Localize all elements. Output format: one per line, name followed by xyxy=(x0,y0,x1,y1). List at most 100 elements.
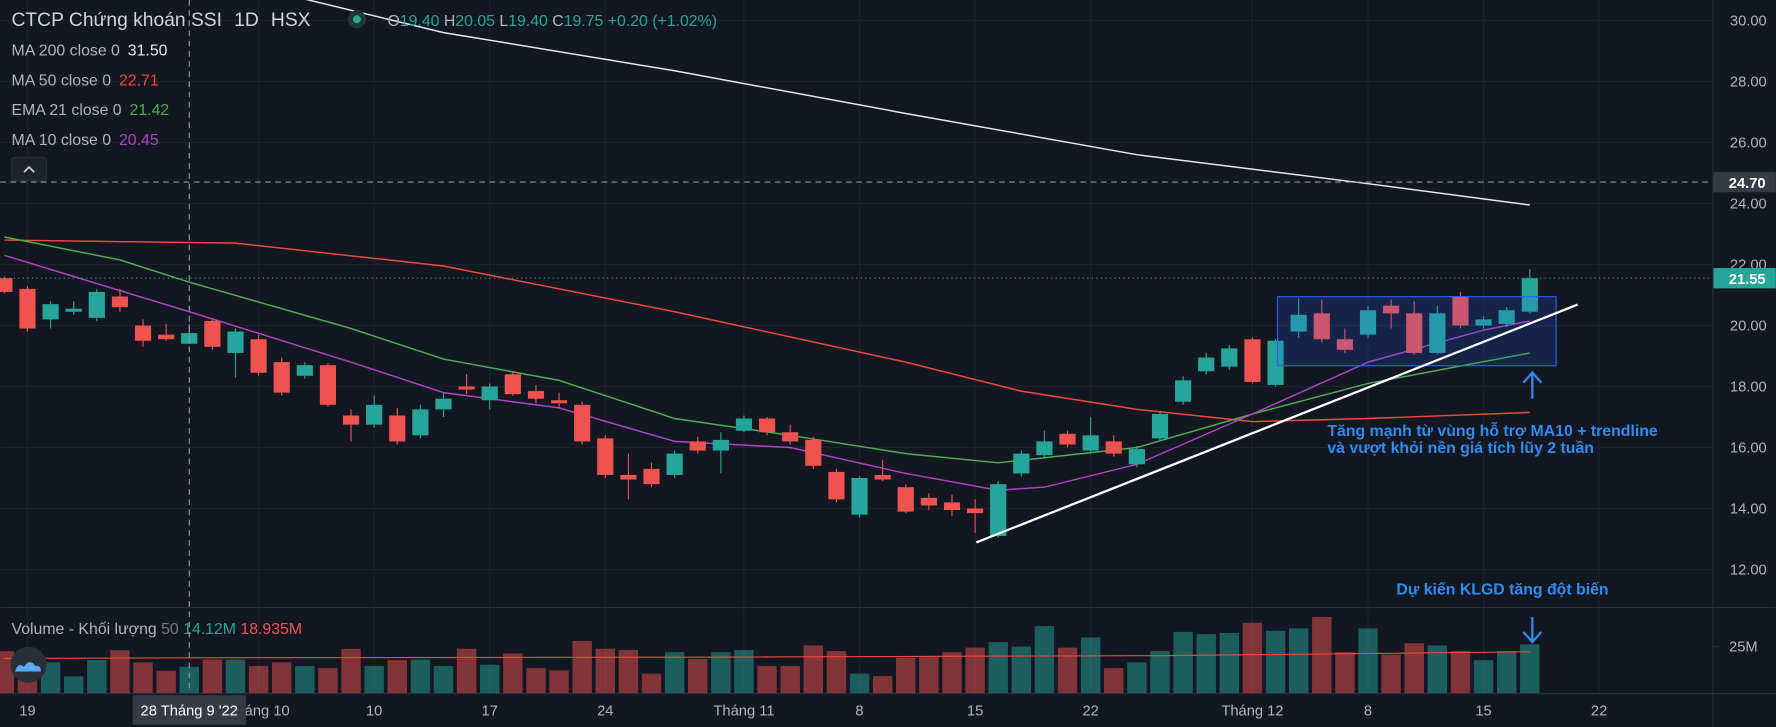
indicator-legend-item: MA 200 close 0 31.50 xyxy=(12,42,168,59)
consolidation-box xyxy=(1276,296,1557,367)
volume-bar xyxy=(110,650,130,694)
volume-bar xyxy=(63,676,84,694)
candle-body xyxy=(782,432,799,442)
volume-bar xyxy=(734,649,754,694)
volume-title: Volume - Khối lượng xyxy=(12,621,157,638)
candle-body xyxy=(1221,348,1238,367)
volume-bar xyxy=(1473,660,1494,694)
volume-bar xyxy=(595,648,615,694)
candle-body xyxy=(943,502,961,511)
volume-bar xyxy=(965,647,985,694)
volume-bar xyxy=(618,649,639,694)
volume-bar xyxy=(1288,628,1309,694)
candle-body xyxy=(1383,305,1400,314)
indicator-legend: MA 200 close 0 31.50 MA 50 close 0 22.71 EMA… xyxy=(12,42,170,148)
volume-bar xyxy=(179,666,199,694)
candle-body xyxy=(1290,314,1307,332)
volume-tick-label: 25M xyxy=(1729,640,1758,656)
volume-bar xyxy=(1080,637,1101,694)
volume-bar xyxy=(364,665,384,694)
ohlc-value: 19.40 xyxy=(508,13,548,30)
candle-body xyxy=(1198,357,1215,372)
volume-ma-line xyxy=(4,651,1530,660)
candle-body xyxy=(1313,313,1330,340)
indicator-line xyxy=(4,239,1530,423)
candle-body xyxy=(1406,313,1423,353)
last-price-tag xyxy=(1713,268,1776,289)
candle-body xyxy=(1359,310,1377,335)
volume-bar xyxy=(318,668,338,694)
collapse-button[interactable] xyxy=(10,156,48,182)
volume-bar xyxy=(688,659,708,694)
crosshair-date-tag xyxy=(132,695,246,725)
volume-bar xyxy=(341,648,361,694)
volume-bar xyxy=(1057,647,1078,694)
y-tick-label: 24.00 xyxy=(1730,197,1767,213)
volume-bar xyxy=(1034,626,1055,694)
candle-body xyxy=(204,320,221,347)
status-dot xyxy=(352,15,361,24)
candle-body xyxy=(1105,441,1122,454)
candle-body xyxy=(967,508,984,514)
volume-bar xyxy=(1104,668,1124,694)
y-tick-label: 20.00 xyxy=(1730,319,1767,335)
ohlc-label: O xyxy=(387,13,399,30)
logo xyxy=(14,662,41,672)
candle-body xyxy=(1036,441,1053,456)
volume-bar xyxy=(919,656,939,694)
volume-bar xyxy=(503,653,523,694)
candle-body xyxy=(19,288,36,329)
collapse-icon xyxy=(23,165,35,173)
candle-body xyxy=(0,278,13,292)
candle-body xyxy=(504,374,521,395)
y-tick-label: 28.00 xyxy=(1730,75,1767,91)
candle-body xyxy=(758,418,776,433)
ohlc-label: H xyxy=(444,13,455,30)
candle-body xyxy=(712,439,729,451)
volume-bar xyxy=(1427,645,1448,694)
candle-body xyxy=(527,391,545,399)
volume-bar xyxy=(1358,628,1378,694)
volume-bar xyxy=(872,676,893,694)
title: CTCP Chứng khoán SSI xyxy=(12,10,222,31)
volume-bar xyxy=(711,652,731,694)
x-tick-label: 15 xyxy=(967,704,983,720)
x-tick-label: 19 xyxy=(19,704,35,720)
indicator-legend-item: MA 10 close 0 20.45 xyxy=(12,132,159,149)
volume-bar xyxy=(1219,633,1240,694)
x-tick-label: Tháng 12 xyxy=(1221,704,1283,720)
volume-bar xyxy=(757,665,777,694)
annotation: Dự kiến KLGD tăng đột biến xyxy=(1396,582,1608,599)
volume-bar xyxy=(1450,651,1471,694)
volume-bar xyxy=(0,651,15,694)
volume-bar xyxy=(549,670,569,694)
candle-body xyxy=(1151,413,1169,439)
volume-bar xyxy=(1196,634,1216,694)
indicator-name: MA 200 close 0 xyxy=(12,42,121,59)
ohlc-label: L xyxy=(499,13,508,30)
volume-bar xyxy=(1520,644,1540,694)
volume-legend: Volume - Khối lượng 50 14.12M 18.935M xyxy=(12,621,303,638)
ohlc-value: 20.05 xyxy=(455,13,495,30)
candle-body xyxy=(666,453,683,475)
volume-bar xyxy=(295,665,315,694)
indicator-value: 20.45 xyxy=(119,132,159,149)
indicator-name: EMA 21 close 0 xyxy=(12,102,122,119)
candle-body xyxy=(435,398,452,410)
ohlc-label: C xyxy=(552,13,563,30)
volume-bar xyxy=(87,660,107,694)
ohlc-value: 19.40 xyxy=(400,13,440,30)
volume-bar xyxy=(1312,617,1332,694)
candle-body xyxy=(1244,339,1261,382)
volume-bar xyxy=(410,659,431,694)
x-tick-label: 22 xyxy=(1082,704,1098,720)
volume-bar xyxy=(133,662,153,694)
volume-period: 50 xyxy=(161,621,179,638)
candle-body xyxy=(874,474,891,480)
indicator-name: MA 10 close 0 xyxy=(12,132,112,149)
change: +0.20 (+1.02%) xyxy=(608,13,717,30)
candle-body xyxy=(851,478,868,515)
